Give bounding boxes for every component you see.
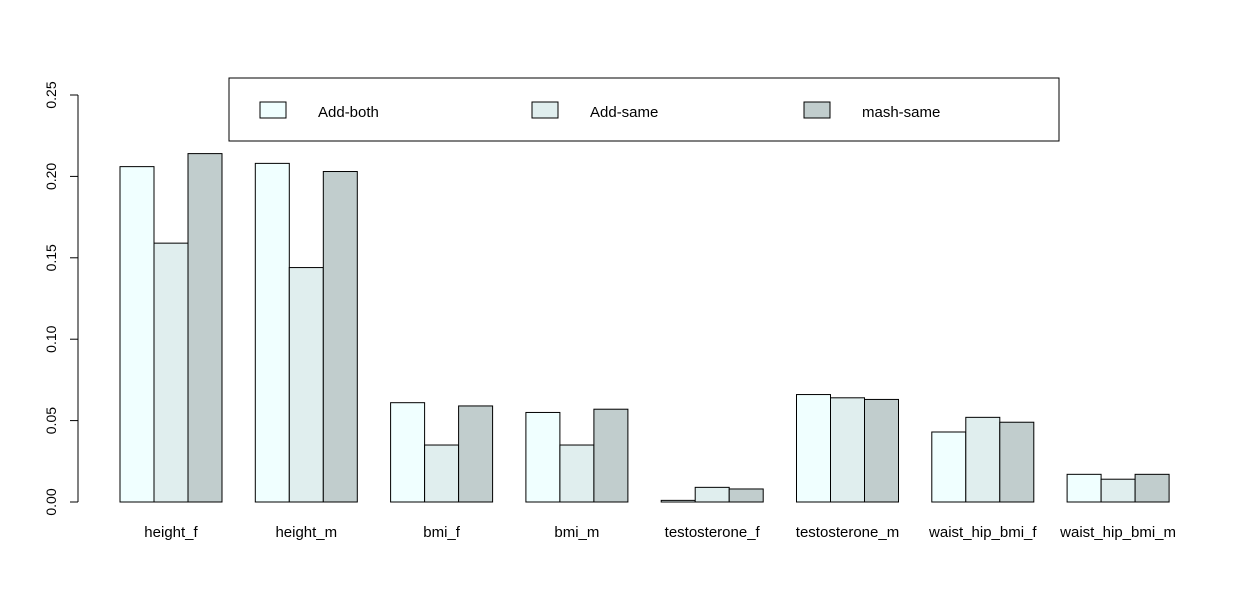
x-category-label: bmi_m (554, 524, 599, 541)
bar-testosterone_f-mash-same (728, 488, 764, 503)
legend-label: Add-same (590, 104, 658, 121)
bar-height_f-mash-same (187, 153, 223, 503)
y-tick-label: 0.00 (43, 488, 59, 515)
x-category-label: height_m (275, 524, 337, 541)
legend-label: Add-both (318, 104, 379, 121)
bar-bmi_m-Add-both (525, 411, 561, 503)
bar-testosterone_f-Add-both (660, 499, 696, 503)
y-axis: 0.00 0.05 0.10 0.15 0.20 0.25 (43, 81, 79, 516)
x-category-label: waist_hip_bmi_m (1059, 524, 1176, 541)
bar-bmi_m-mash-same (593, 408, 629, 503)
legend-swatch-Add-both (259, 101, 287, 119)
bar-height_m-Add-same (288, 267, 324, 503)
bar-testosterone_m-mash-same (864, 398, 899, 503)
y-tick-label: 0.05 (43, 407, 59, 434)
x-category-label: height_f (144, 524, 198, 541)
x-category-label: testosterone_m (796, 524, 899, 541)
x-category-label: bmi_f (423, 524, 461, 541)
y-tick-label: 0.15 (43, 244, 59, 271)
y-tick-label: 0.20 (43, 163, 59, 190)
bar-waist_hip_bmi_m-mash-same (1134, 473, 1170, 503)
x-axis-labels: height_f height_m bmi_f bmi_m testosterone_f… (144, 524, 1176, 541)
bar-waist_hip_bmi_f-mash-same (999, 421, 1035, 503)
bar-testosterone_f-Add-same (694, 486, 730, 503)
x-category-label: waist_hip_bmi_f (928, 524, 1037, 541)
bar-bmi_m-Add-same (559, 444, 595, 503)
bar-testosterone_m-Add-same (830, 397, 865, 503)
bar-bmi_f-Add-both (390, 402, 426, 503)
y-tick-label: 0.10 (43, 325, 59, 352)
x-category-label: testosterone_f (665, 524, 761, 541)
bar-waist_hip_bmi_m-Add-same (1100, 478, 1136, 503)
y-tick-label: 0.25 (43, 81, 59, 108)
bar-bmi_f-Add-same (424, 444, 460, 503)
legend-label: mash-same (862, 104, 940, 121)
bar-height_f-Add-both (119, 166, 155, 503)
bar-testosterone_m-Add-both (796, 394, 831, 503)
legend: Add-both Add-same mash-same (228, 77, 1060, 142)
bar-waist_hip_bmi_f-Add-both (931, 431, 967, 503)
bars-group (119, 153, 1170, 503)
bar-waist_hip_bmi_f-Add-same (965, 416, 1001, 503)
bar-height_f-Add-same (153, 242, 189, 503)
legend-swatch-Add-same (531, 101, 559, 119)
bar-waist_hip_bmi_m-Add-both (1066, 473, 1102, 503)
legend-box (228, 77, 1060, 142)
bar-bmi_f-mash-same (458, 405, 494, 503)
bar-height_m-mash-same (322, 171, 358, 503)
legend-swatch-mash-same (803, 101, 831, 119)
bar-height_m-Add-both (254, 162, 290, 503)
